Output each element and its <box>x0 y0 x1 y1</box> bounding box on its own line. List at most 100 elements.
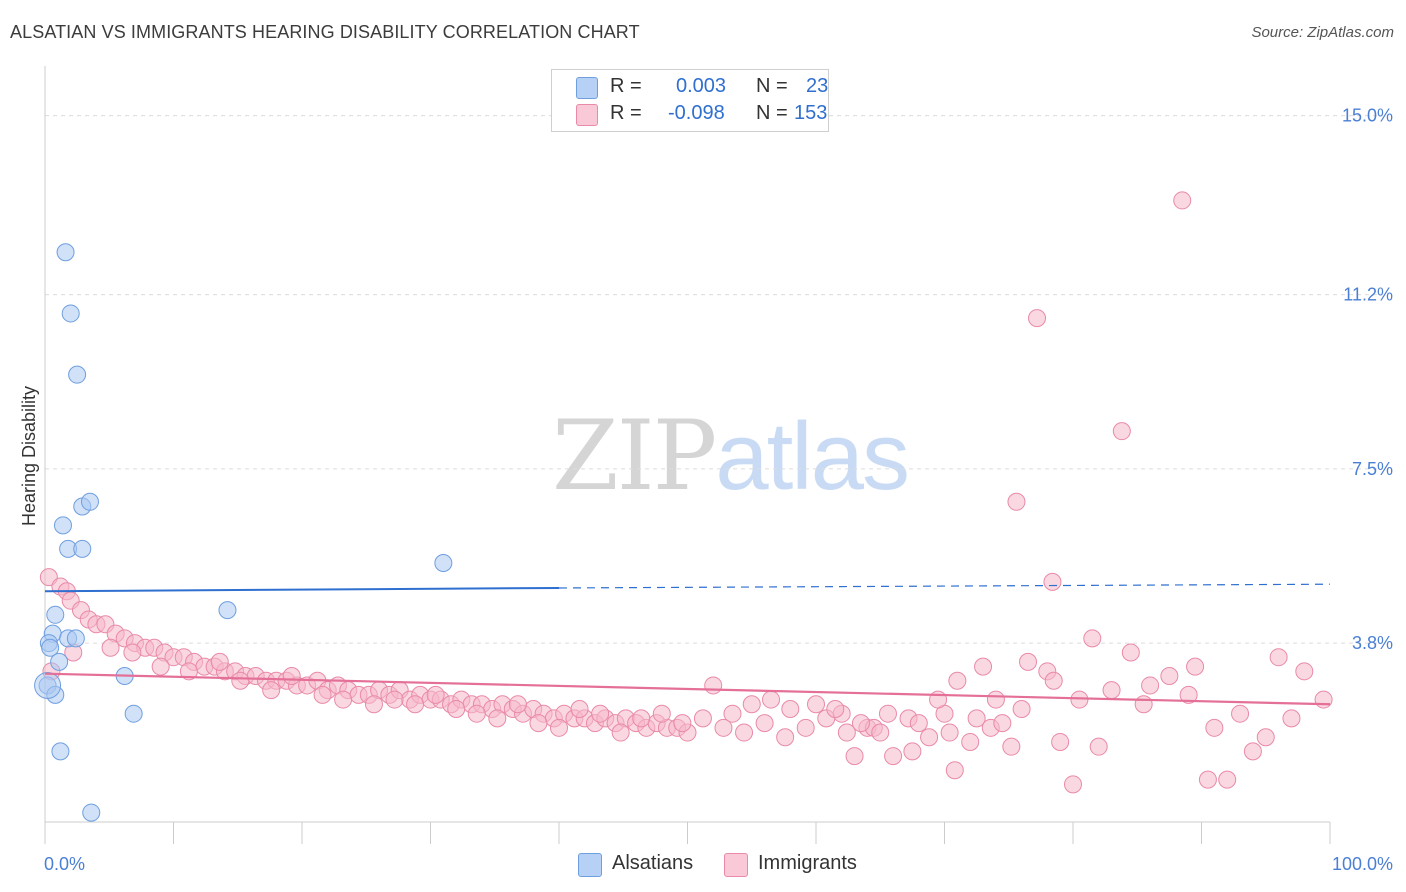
y-tick-label: 11.2% <box>1343 285 1393 305</box>
trend-line-immigrants <box>44 672 1331 706</box>
data-point-immigrants <box>1102 681 1121 700</box>
data-point-alsatians <box>82 803 101 822</box>
data-point-immigrants <box>742 695 761 714</box>
data-point-immigrants <box>1198 770 1217 789</box>
data-point-immigrants <box>845 747 864 766</box>
data-point-immigrants <box>334 690 353 709</box>
data-point-alsatians <box>73 539 92 558</box>
legend-n-value: 153 <box>794 102 828 124</box>
data-point-immigrants <box>1256 728 1275 747</box>
data-point-immigrants <box>903 742 922 761</box>
data-point-immigrants <box>1173 191 1192 210</box>
y-tick-label: 15.0% <box>1342 106 1393 126</box>
data-point-immigrants <box>406 695 425 714</box>
data-point-immigrants <box>837 723 856 742</box>
data-point-immigrants <box>878 704 897 723</box>
bottom-legend-swatch-alsatians <box>578 853 602 877</box>
data-point-immigrants <box>974 657 993 676</box>
data-point-immigrants <box>1083 629 1102 648</box>
data-point-immigrants <box>762 690 781 709</box>
data-point-immigrants <box>704 676 723 695</box>
data-point-immigrants <box>1141 676 1160 695</box>
y-tick-label: 3.8% <box>1352 633 1393 653</box>
y-tick-label: 7.5% <box>1352 459 1393 479</box>
data-point-immigrants <box>796 718 815 737</box>
y-axis-label: Hearing Disability <box>19 386 39 526</box>
data-point-immigrants <box>948 671 967 690</box>
data-point-alsatians <box>218 601 237 620</box>
data-point-immigrants <box>1269 648 1288 667</box>
data-point-immigrants <box>986 690 1005 709</box>
data-point-immigrants <box>1002 737 1021 756</box>
data-point-immigrants <box>1231 704 1250 723</box>
data-point-immigrants <box>929 690 948 709</box>
data-point-immigrants <box>570 699 589 718</box>
data-point-immigrants <box>714 718 733 737</box>
data-point-immigrants <box>426 685 445 704</box>
legend-r-value: 0.003 <box>676 75 727 97</box>
data-point-alsatians <box>41 638 60 657</box>
chart-source: Source: ZipAtlas.com <box>1251 24 1394 41</box>
data-point-immigrants <box>826 699 845 718</box>
data-point-immigrants <box>101 638 120 657</box>
data-point-immigrants <box>884 747 903 766</box>
data-point-immigrants <box>1070 690 1089 709</box>
legend-n-label: N = <box>756 75 788 97</box>
data-point-immigrants <box>1012 699 1031 718</box>
tick-labels: 3.8% 7.5% 11.2% 15.0% 0.0% 100.0% <box>44 106 1393 874</box>
data-point-immigrants <box>385 690 404 709</box>
data-point-immigrants <box>591 704 610 723</box>
data-point-alsatians <box>34 671 62 699</box>
data-point-immigrants <box>967 709 986 728</box>
data-point-immigrants <box>851 714 870 733</box>
data-point-alsatians <box>46 605 65 624</box>
data-point-alsatians <box>68 365 87 384</box>
data-point-immigrants <box>447 699 466 718</box>
data-point-immigrants <box>776 728 795 747</box>
data-point-alsatians <box>434 554 453 573</box>
data-point-immigrants <box>611 723 630 742</box>
data-point-immigrants <box>1064 775 1082 794</box>
data-point-immigrants <box>652 704 671 723</box>
data-point-immigrants <box>364 695 383 714</box>
data-point-immigrants <box>1121 643 1140 662</box>
data-point-immigrants <box>693 709 712 728</box>
zipatlas-watermark: ZIPatlas <box>552 400 910 512</box>
data-point-immigrants <box>735 723 754 742</box>
data-point-immigrants <box>1179 685 1198 704</box>
data-point-immigrants <box>1051 732 1070 751</box>
data-point-immigrants <box>1218 770 1237 789</box>
legend-r-label: R = <box>610 102 642 124</box>
data-point-alsatians <box>124 704 143 723</box>
data-point-immigrants <box>871 723 890 742</box>
data-point-immigrants <box>1044 671 1063 690</box>
trend-line-alsatians-extrapolated <box>558 583 1331 589</box>
data-point-immigrants <box>781 699 800 718</box>
data-point-immigrants <box>673 714 692 733</box>
data-point-immigrants <box>1243 742 1262 761</box>
data-point-immigrants <box>807 695 825 714</box>
data-point-immigrants <box>909 714 928 733</box>
data-point-immigrants <box>1205 718 1224 737</box>
legend-n-value: 23 <box>806 75 829 97</box>
data-point-immigrants <box>1160 667 1179 686</box>
data-point-immigrants <box>1295 662 1314 681</box>
data-point-alsatians <box>80 492 99 511</box>
data-point-immigrants <box>179 662 198 681</box>
legend-r-value: -0.098 <box>668 102 725 124</box>
data-point-immigrants <box>993 714 1012 733</box>
data-point-alsatians <box>56 243 75 262</box>
x-tick-label: 0.0% <box>44 854 85 874</box>
data-point-alsatians <box>50 652 69 671</box>
data-point-immigrants <box>529 714 548 733</box>
legend-n-label: N = <box>756 102 788 124</box>
data-point-immigrants <box>961 732 980 751</box>
x-tick-label: 100.0% <box>1332 854 1393 874</box>
data-point-alsatians <box>61 304 80 323</box>
watermark-atlas: atlas <box>715 403 910 510</box>
data-point-immigrants <box>755 714 774 733</box>
data-point-alsatians <box>53 516 72 535</box>
data-point-immigrants <box>1007 492 1026 511</box>
data-point-immigrants <box>467 704 486 723</box>
